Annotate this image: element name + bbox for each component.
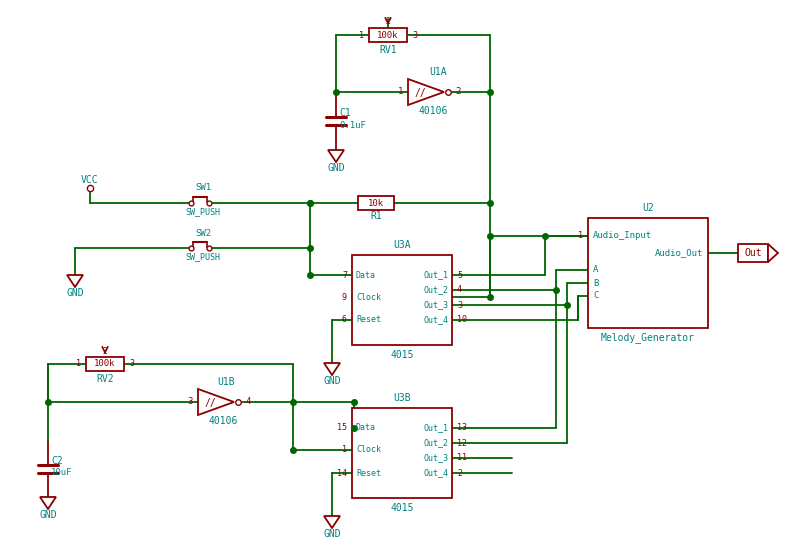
Text: //: // bbox=[204, 398, 216, 408]
Text: Out_1: Out_1 bbox=[423, 423, 448, 433]
Bar bbox=[86, 357, 124, 371]
Bar bbox=[369, 28, 407, 42]
Text: Reset: Reset bbox=[356, 316, 381, 325]
Text: 1: 1 bbox=[76, 359, 81, 369]
Text: 1: 1 bbox=[342, 445, 347, 454]
Text: 10uF: 10uF bbox=[51, 468, 73, 477]
Text: SW2: SW2 bbox=[195, 229, 211, 237]
Text: 1: 1 bbox=[359, 30, 364, 40]
Text: 2: 2 bbox=[457, 469, 462, 477]
Text: Out_3: Out_3 bbox=[423, 454, 448, 463]
Text: 2: 2 bbox=[386, 18, 390, 26]
Polygon shape bbox=[324, 363, 340, 375]
Text: U1A: U1A bbox=[429, 67, 447, 77]
Text: RV1: RV1 bbox=[379, 45, 397, 55]
Text: 2: 2 bbox=[102, 347, 107, 355]
Text: B: B bbox=[593, 279, 598, 288]
Text: SW1: SW1 bbox=[195, 183, 211, 193]
Text: 9: 9 bbox=[342, 293, 347, 301]
Text: Data: Data bbox=[356, 423, 376, 433]
Text: Clock: Clock bbox=[356, 293, 381, 301]
Text: U1B: U1B bbox=[217, 377, 235, 387]
Polygon shape bbox=[198, 389, 234, 415]
Text: 15: 15 bbox=[337, 423, 347, 433]
Text: 40106: 40106 bbox=[418, 106, 448, 116]
Bar bbox=[352, 408, 452, 498]
Text: Data: Data bbox=[356, 270, 376, 279]
Text: Audio_Out: Audio_Out bbox=[654, 248, 703, 257]
Text: 7: 7 bbox=[342, 270, 347, 279]
Text: SW_PUSH: SW_PUSH bbox=[186, 208, 221, 216]
Text: Out_2: Out_2 bbox=[423, 438, 448, 448]
Text: Audio_Input: Audio_Input bbox=[593, 231, 652, 241]
Text: Out_4: Out_4 bbox=[423, 316, 448, 325]
Polygon shape bbox=[328, 150, 344, 162]
Bar bbox=[358, 196, 394, 210]
Text: 4015: 4015 bbox=[390, 503, 414, 513]
Text: 3: 3 bbox=[412, 30, 417, 40]
Text: 100k: 100k bbox=[94, 359, 116, 369]
Text: Out: Out bbox=[744, 248, 762, 258]
Text: 3: 3 bbox=[457, 300, 462, 310]
Text: U3B: U3B bbox=[393, 393, 411, 403]
Text: 10: 10 bbox=[457, 316, 467, 325]
Text: A: A bbox=[593, 266, 598, 274]
Bar bbox=[352, 255, 452, 345]
Text: 13: 13 bbox=[457, 423, 467, 433]
Text: Out_3: Out_3 bbox=[423, 300, 448, 310]
Text: 100k: 100k bbox=[378, 30, 398, 40]
Text: R1: R1 bbox=[370, 211, 382, 221]
Text: 5: 5 bbox=[457, 270, 462, 279]
Text: 14: 14 bbox=[337, 469, 347, 477]
Text: 40106: 40106 bbox=[208, 416, 238, 426]
Text: 4: 4 bbox=[245, 397, 250, 406]
Text: 11: 11 bbox=[457, 454, 467, 463]
Text: C1: C1 bbox=[339, 108, 350, 118]
Text: Out_2: Out_2 bbox=[423, 285, 448, 295]
Text: C: C bbox=[593, 291, 598, 300]
Text: 3: 3 bbox=[188, 397, 193, 406]
Text: Reset: Reset bbox=[356, 469, 381, 477]
Text: Out_4: Out_4 bbox=[423, 469, 448, 477]
Polygon shape bbox=[324, 516, 340, 528]
Bar bbox=[738, 244, 768, 262]
Polygon shape bbox=[768, 244, 778, 262]
Text: GND: GND bbox=[66, 288, 84, 298]
Polygon shape bbox=[40, 497, 56, 509]
Text: 6: 6 bbox=[342, 316, 347, 325]
Text: GND: GND bbox=[39, 510, 57, 520]
Polygon shape bbox=[408, 79, 444, 105]
Text: 1: 1 bbox=[578, 231, 583, 241]
Text: U2: U2 bbox=[642, 203, 654, 213]
Polygon shape bbox=[67, 275, 83, 287]
Text: C2: C2 bbox=[51, 455, 62, 465]
Text: 12: 12 bbox=[457, 438, 467, 448]
Text: 10k: 10k bbox=[368, 199, 384, 208]
Text: SW_PUSH: SW_PUSH bbox=[186, 252, 221, 262]
Text: 2: 2 bbox=[455, 88, 460, 97]
Text: Melody_Generator: Melody_Generator bbox=[601, 332, 695, 343]
Text: U3A: U3A bbox=[393, 240, 411, 250]
Text: GND: GND bbox=[323, 529, 341, 539]
Text: Clock: Clock bbox=[356, 445, 381, 454]
Text: 1: 1 bbox=[398, 88, 403, 97]
Text: VCC: VCC bbox=[81, 175, 99, 185]
Text: RV2: RV2 bbox=[96, 374, 114, 384]
Text: GND: GND bbox=[327, 163, 345, 173]
Text: 3: 3 bbox=[129, 359, 134, 369]
Text: GND: GND bbox=[323, 376, 341, 386]
Text: 0.1uF: 0.1uF bbox=[339, 120, 366, 130]
Text: Out_1: Out_1 bbox=[423, 270, 448, 279]
Text: 4: 4 bbox=[457, 285, 462, 295]
Text: //: // bbox=[414, 88, 426, 98]
Bar bbox=[588, 218, 708, 328]
Text: 4015: 4015 bbox=[390, 350, 414, 360]
